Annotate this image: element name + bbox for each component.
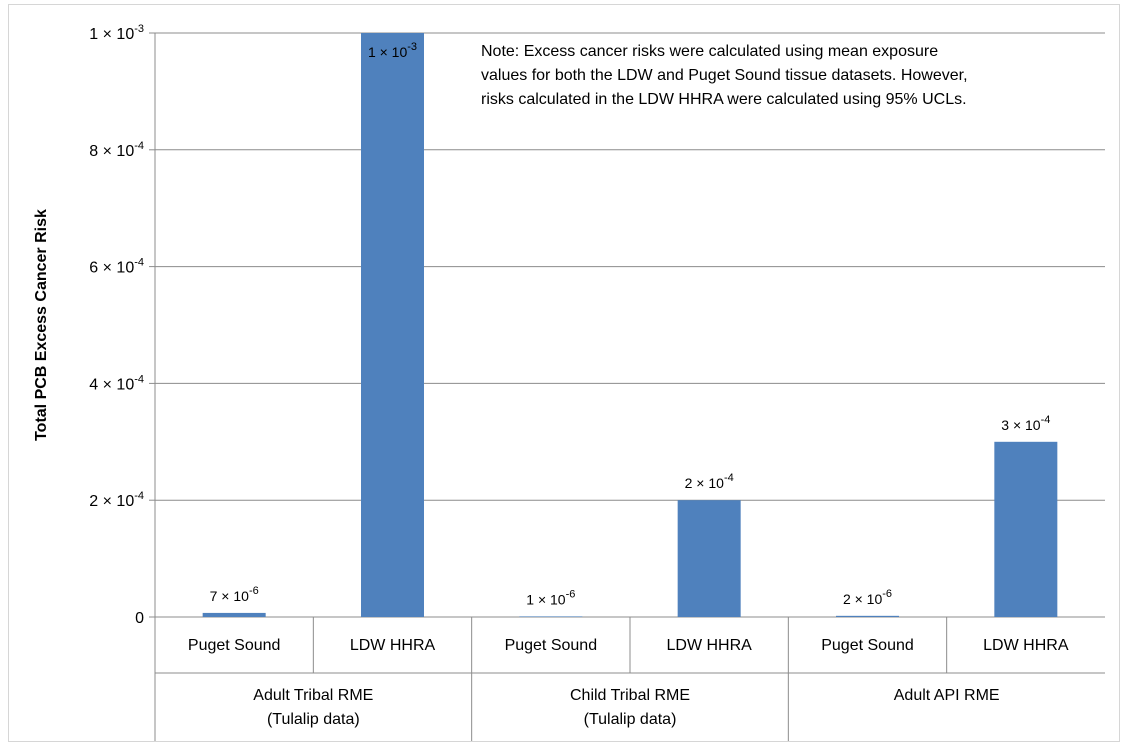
y-tick-label: 0	[135, 610, 144, 627]
y-tick-label: 2 × 10-4	[89, 490, 144, 510]
x-category-label: Puget Sound	[188, 637, 281, 654]
data-label: 2 × 10-4	[685, 472, 734, 491]
x-category-label: LDW HHRA	[350, 637, 436, 654]
bar	[361, 33, 424, 617]
group-sublabel: (Tulalip data)	[267, 711, 360, 728]
y-axis-label: Total PCB Excess Cancer Risk	[33, 209, 50, 441]
x-category-label: LDW HHRA	[666, 637, 752, 654]
y-tick-label: 4 × 10-4	[89, 373, 144, 393]
group-label: Adult API RME	[894, 687, 1000, 704]
bar	[519, 616, 583, 617]
y-tick-label: 8 × 10-4	[89, 140, 144, 160]
data-label: 7 × 10-6	[210, 585, 259, 604]
bar	[836, 615, 899, 617]
data-label: 3 × 10-4	[1001, 414, 1050, 433]
x-category-label: Puget Sound	[821, 637, 914, 654]
x-category-label: LDW HHRA	[983, 637, 1069, 654]
y-tick-label: 1 × 10-3	[89, 23, 144, 43]
bar	[677, 500, 741, 617]
group-sublabel: (Tulalip data)	[584, 711, 677, 728]
data-label: 1 × 10-3	[368, 41, 417, 60]
bar	[994, 441, 1058, 617]
bar	[202, 612, 266, 617]
y-tick-label: 6 × 10-4	[89, 257, 144, 277]
data-label: 2 × 10-6	[843, 588, 892, 607]
data-label: 1 × 10-6	[526, 588, 575, 607]
group-label: Adult Tribal RME	[253, 687, 373, 704]
group-label: Child Tribal RME	[570, 687, 690, 704]
chart-note: Note: Excess cancer risks were calculate…	[481, 43, 968, 108]
chart-frame	[8, 4, 1120, 742]
x-category-label: Puget Sound	[505, 637, 598, 654]
